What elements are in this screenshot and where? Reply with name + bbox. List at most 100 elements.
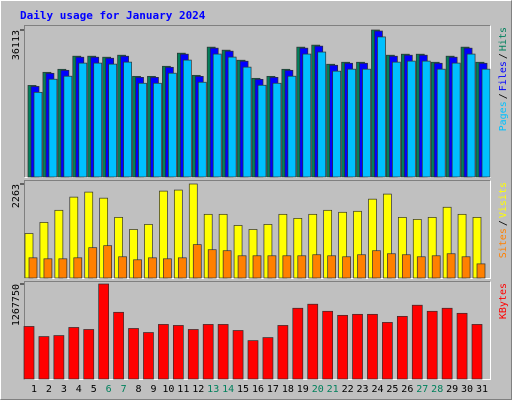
x-tick-label: 8 [136, 384, 142, 395]
bar [103, 245, 113, 279]
bar [372, 250, 381, 279]
bar [287, 75, 297, 178]
bar [58, 258, 68, 279]
panel-edge-dark [24, 25, 491, 178]
bar [342, 256, 351, 279]
bar [362, 68, 371, 178]
legend: Pages / Files / Hits [498, 27, 509, 131]
bar [446, 253, 456, 279]
bar [426, 310, 438, 380]
bar [396, 315, 408, 380]
bar [48, 78, 58, 178]
bar [28, 257, 38, 279]
x-tick-label: 1 [31, 384, 37, 395]
bar [182, 59, 192, 178]
bar [307, 303, 319, 380]
bar [93, 62, 103, 178]
bar [421, 60, 431, 178]
bar [347, 68, 356, 178]
bar [98, 283, 110, 380]
bar [68, 327, 80, 380]
bar [406, 60, 416, 178]
panel-edge-light [24, 180, 491, 279]
bar [411, 304, 423, 380]
bar [277, 325, 289, 380]
bar [63, 75, 73, 178]
bar [23, 326, 35, 380]
bar [222, 250, 232, 279]
panel-edge-dark [24, 180, 491, 279]
panel-edge-light [24, 25, 491, 178]
x-tick-label: 19 [297, 384, 309, 395]
bar [227, 56, 237, 178]
bar [158, 324, 169, 380]
bar [153, 82, 162, 178]
bar [461, 256, 471, 279]
bar [456, 312, 468, 380]
bar [302, 53, 312, 178]
bar [466, 53, 476, 178]
bar [242, 66, 252, 178]
bar [471, 324, 483, 380]
legend-entry: Hits [498, 27, 509, 51]
bar [297, 255, 307, 279]
bar [252, 255, 262, 279]
bar [232, 330, 244, 380]
bar [262, 337, 274, 380]
bar [367, 313, 378, 380]
bar [337, 314, 348, 380]
x-tick-label: 28 [431, 384, 443, 395]
x-tick-label: 31 [476, 384, 488, 395]
bar [401, 254, 411, 279]
bar [257, 84, 267, 178]
bar [327, 255, 337, 279]
bar [377, 36, 386, 178]
x-tick-label: 5 [91, 384, 97, 395]
bar [78, 62, 88, 178]
bar [197, 81, 207, 178]
x-tick-label: 6 [106, 384, 112, 395]
bar [476, 263, 486, 279]
bar [431, 255, 441, 279]
x-tick-label: 2 [46, 384, 52, 395]
x-tick-label: 15 [237, 384, 249, 395]
legend-separator: / [498, 93, 509, 99]
bar [168, 72, 177, 178]
bar [416, 256, 426, 279]
bar [33, 91, 43, 178]
bar [382, 322, 393, 380]
x-tick-label: 13 [207, 384, 219, 395]
x-tick-label: 22 [342, 384, 354, 395]
bar [88, 247, 98, 279]
legend: Sites / Visits [498, 182, 509, 258]
bar [73, 257, 83, 279]
bar [163, 258, 172, 279]
x-tick-label: 26 [401, 384, 413, 395]
x-tick-label: 12 [192, 384, 204, 395]
bar [212, 53, 222, 178]
legend-separator: / [498, 220, 509, 226]
bar [192, 244, 202, 279]
bar [133, 259, 142, 279]
bar [322, 310, 334, 380]
x-tick-label: 11 [177, 384, 189, 395]
bar [352, 313, 363, 380]
bar [118, 256, 127, 279]
bar [148, 257, 157, 279]
bar [312, 254, 322, 279]
x-tick-label: 27 [416, 384, 428, 395]
x-tick-label: 16 [252, 384, 264, 395]
x-tick-label: 17 [267, 384, 279, 395]
legend-entry: Files [498, 61, 509, 91]
x-tick-label: 29 [446, 384, 458, 395]
x-tick-label: 30 [461, 384, 473, 395]
bar [53, 335, 65, 380]
bar [237, 255, 247, 279]
bar [138, 82, 147, 178]
bar [332, 70, 342, 178]
y-tick-label: 36113 [11, 30, 22, 60]
bar [292, 307, 304, 380]
bar [481, 68, 491, 178]
x-tick-label: 3 [61, 384, 67, 395]
